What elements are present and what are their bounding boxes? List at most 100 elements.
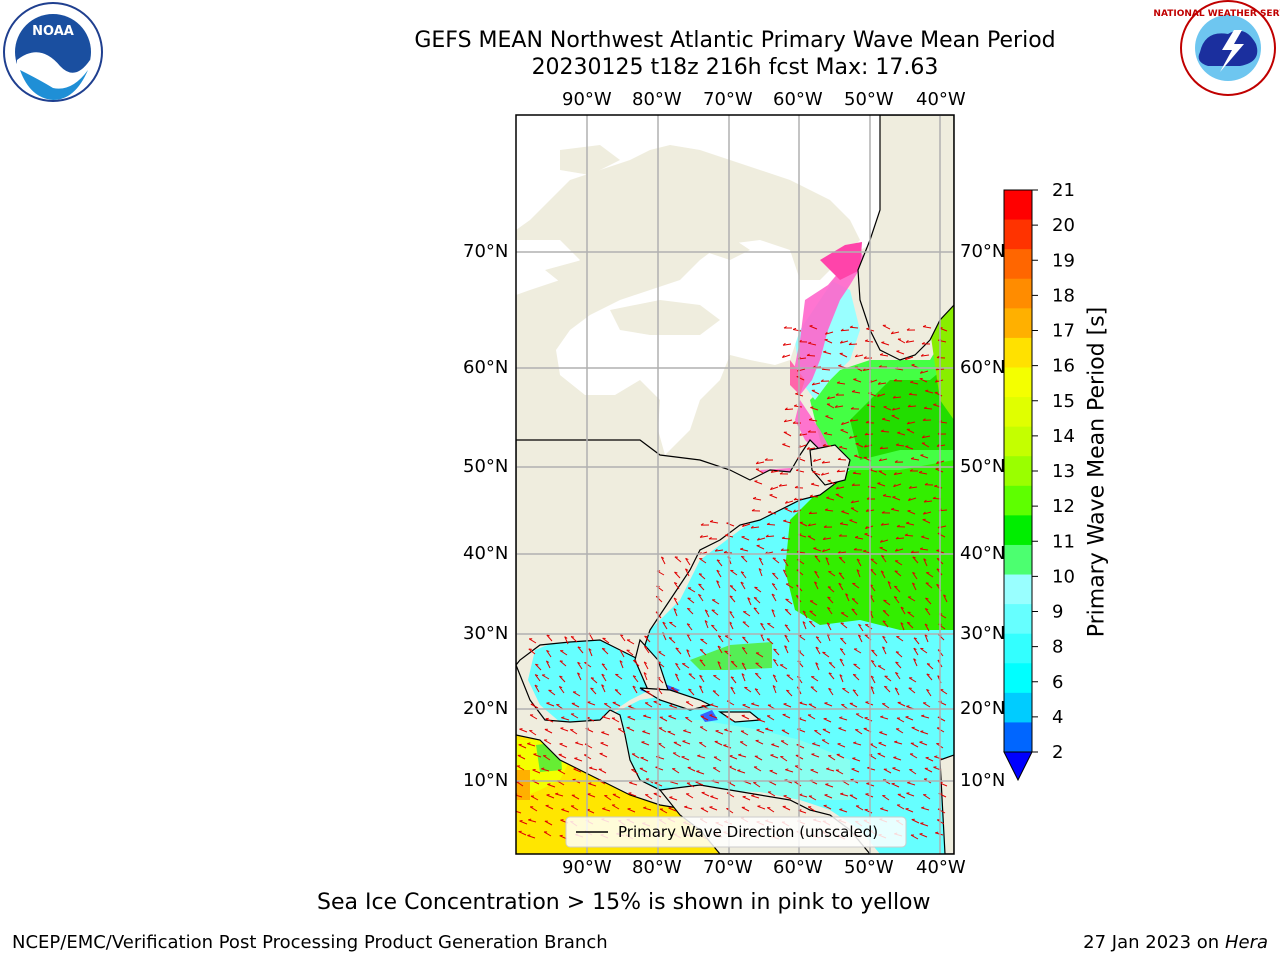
wave-direction-arrow [856, 569, 861, 578]
wave-direction-arrow [897, 338, 906, 344]
wave-direction-arrow [547, 783, 556, 788]
wave-direction-arrowhead [881, 554, 885, 558]
wave-direction-arrow [919, 472, 928, 475]
wave-direction-arrowhead [894, 687, 899, 690]
wave-direction-arrow [728, 621, 734, 630]
wave-direction-arrowhead [820, 379, 824, 382]
wave-direction-arrow [728, 766, 737, 771]
wave-direction-arrow [884, 675, 892, 682]
wave-direction-arrowhead [643, 672, 647, 675]
wave-direction-arrow [838, 582, 844, 591]
lat-label-left-70n: 70°N [463, 241, 509, 262]
wave-direction-arrow [631, 769, 639, 775]
colorbar-tick-label: 15 [1052, 391, 1075, 412]
wave-direction-arrow [836, 470, 846, 473]
wave-direction-arrow [533, 753, 542, 758]
wave-direction-arrow [740, 730, 749, 736]
wave-direction-arrow [611, 717, 620, 723]
wave-direction-arrowhead [729, 621, 733, 624]
wave-direction-arrow [601, 684, 606, 693]
wave-direction-arrowhead [809, 620, 813, 623]
wave-direction-arrow [558, 686, 565, 694]
wave-direction-arrowhead [724, 728, 728, 731]
wave-direction-arrow [943, 594, 948, 603]
footer-date-text: 27 Jan 2023 on [1083, 932, 1225, 953]
wave-direction-arrow [519, 820, 528, 825]
wave-direction-arrow [783, 520, 792, 524]
wave-direction-arrow [586, 809, 595, 814]
wave-direction-arrow [852, 757, 861, 762]
wave-direction-arrow [908, 677, 917, 683]
wave-direction-arrow [519, 728, 528, 733]
wave-direction-arrow [601, 731, 610, 736]
colorbar-tick-label: 9 [1052, 602, 1063, 623]
wave-direction-arrowhead [771, 593, 775, 596]
wave-direction-arrow [518, 831, 527, 836]
wave-direction-arrowhead [840, 328, 844, 332]
wave-direction-arrow [823, 537, 832, 540]
wave-direction-arrow [926, 673, 933, 681]
wave-direction-arrowhead [785, 768, 789, 771]
wave-direction-arrow [892, 767, 901, 772]
wave-direction-arrow [825, 557, 830, 566]
wave-direction-arrow [516, 794, 523, 798]
wave-direction-arrow [812, 743, 821, 747]
wave-direction-arrow [907, 405, 917, 408]
colorbar-swatch [1004, 604, 1032, 635]
wave-direction-arrow [824, 433, 833, 436]
wave-direction-arrowhead [687, 607, 691, 610]
wave-direction-arrowhead [769, 494, 773, 496]
wave-direction-arrowhead [815, 636, 820, 639]
wave-direction-arrow [545, 805, 554, 810]
wave-direction-arrow [642, 731, 651, 735]
wave-direction-arrow [772, 685, 777, 694]
wave-direction-arrowhead [919, 833, 923, 835]
wave-direction-arrowhead [730, 686, 734, 690]
wave-direction-arrow [784, 508, 793, 513]
wave-direction-arrowhead [905, 445, 909, 447]
wave-direction-arrow [601, 663, 608, 671]
wave-direction-arrowhead [802, 610, 806, 613]
wave-direction-arrow [598, 768, 607, 774]
wave-direction-arrowhead [936, 444, 940, 447]
wave-direction-arrowhead [896, 350, 900, 352]
wave-direction-arrow [869, 743, 878, 749]
wave-direction-arrow [882, 418, 891, 422]
wave-direction-arrow [839, 446, 848, 450]
wave-direction-arrow [604, 795, 612, 801]
wave-direction-arrowhead [709, 806, 713, 808]
wave-direction-arrowhead [839, 808, 843, 810]
wave-direction-arrow [895, 548, 904, 552]
wave-direction-arrow [672, 752, 681, 758]
wave-direction-arrowhead [910, 380, 914, 383]
wave-direction-arrow [771, 609, 776, 618]
wave-direction-arrowhead [936, 549, 940, 551]
wave-direction-arrow [894, 741, 903, 745]
wave-direction-arrowhead [770, 754, 774, 756]
wave-direction-arrow [588, 648, 593, 657]
wave-direction-arrow [755, 662, 763, 669]
wave-direction-arrow [740, 571, 747, 579]
wave-direction-arrowhead [824, 331, 828, 335]
wave-direction-arrow [906, 428, 915, 434]
wave-direction-arrow [808, 795, 817, 801]
wave-direction-arrow [849, 326, 859, 329]
wave-direction-arrowhead [909, 469, 913, 472]
wave-direction-arrowhead [784, 779, 788, 781]
wave-direction-arrow [779, 664, 788, 670]
wave-direction-arrowhead [935, 831, 939, 834]
wave-direction-arrowhead [783, 703, 787, 705]
wave-direction-arrow [808, 342, 817, 346]
wave-direction-arrow [786, 674, 794, 681]
wave-direction-arrow [682, 740, 691, 745]
wave-direction-arrowhead [851, 608, 855, 611]
colorbar-swatch [1004, 397, 1032, 428]
wave-direction-arrow [824, 702, 833, 707]
wave-direction-arrow [717, 661, 722, 670]
wave-direction-arrowhead [835, 393, 839, 396]
wave-direction-arrowhead [711, 624, 715, 627]
wave-direction-arrowhead [894, 460, 898, 463]
wave-direction-arrow [754, 480, 763, 485]
wave-direction-arrow [840, 637, 847, 645]
wave-direction-arrow [858, 624, 864, 632]
